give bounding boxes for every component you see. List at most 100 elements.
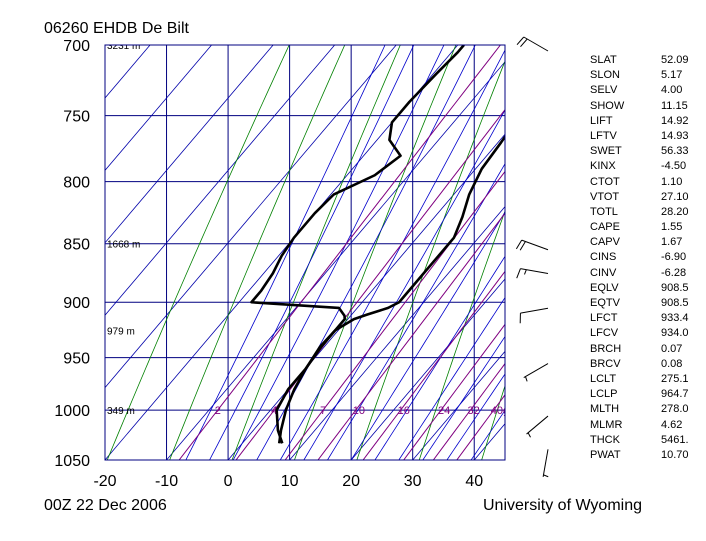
- wind-barb-staff: [520, 268, 549, 275]
- index-row: MLMR 4.62: [590, 418, 706, 433]
- index-row: LIFT 14.92: [590, 114, 706, 129]
- height-label: 1668 m: [107, 240, 140, 251]
- moist-adiabat: [446, 373, 505, 460]
- plot-background: [105, 45, 505, 460]
- y-tick-label: 850: [63, 237, 90, 254]
- index-name: LFCT: [590, 312, 618, 325]
- moist-adiabat: [350, 211, 505, 460]
- index-name: LFTV: [590, 129, 617, 142]
- x-tick-label: 20: [342, 473, 360, 490]
- station-title: 06260 EHDB De Bilt: [44, 20, 190, 37]
- y-tick-label: 900: [63, 295, 90, 312]
- index-value: 964.7: [661, 388, 689, 401]
- mixing-ratio-label: 16: [398, 405, 410, 417]
- index-value: 56.33: [661, 145, 689, 158]
- source-credit: University of Wyoming: [483, 497, 642, 514]
- index-row: BRCH 0.07: [590, 342, 706, 357]
- index-value: 27.10: [661, 190, 689, 203]
- index-row: PWAT 10.70: [590, 448, 706, 463]
- index-value: 28.20: [661, 205, 689, 218]
- index-name: CAPV: [590, 236, 620, 249]
- wind-barb-half: [524, 269, 527, 275]
- index-name: CINV: [590, 266, 617, 279]
- y-tick-label: 950: [63, 351, 90, 368]
- isotherm: [105, 45, 397, 389]
- index-name: LFCV: [590, 327, 619, 340]
- mixing-ratio-line: [317, 212, 505, 460]
- index-name: SLON: [590, 69, 620, 82]
- index-value: 1.10: [661, 175, 683, 188]
- index-value: 278.0: [661, 403, 689, 416]
- index-value: 908.5: [661, 281, 689, 294]
- index-name: KINX: [590, 160, 616, 173]
- index-name: LIFT: [590, 114, 613, 127]
- wind-barb-half: [525, 376, 528, 382]
- isotherm: [289, 205, 505, 460]
- mixing-ratio-label: 40g/kg: [491, 405, 524, 417]
- index-name: CAPE: [590, 221, 620, 234]
- stability-indices: SLAT 52.09 SLON 5.17 SELV 4.00 SHOW 11.15 LIFT 14…: [590, 53, 706, 463]
- index-value: 0.08: [661, 357, 683, 370]
- mixing-ratio-label: 4: [271, 405, 277, 417]
- y-tick-label: 1000: [54, 403, 90, 420]
- moist-adiabat: [303, 109, 505, 460]
- isotherm: [105, 45, 212, 172]
- index-name: BRCH: [590, 342, 622, 355]
- index-value: 908.5: [661, 297, 689, 309]
- wind-barb-flag: [516, 36, 525, 45]
- index-value: 4.00: [661, 84, 683, 97]
- index-value: 14.93: [661, 129, 689, 142]
- dry-adiabat: [418, 210, 505, 460]
- index-name: SLAT: [590, 54, 617, 66]
- plot-frame: [104, 44, 506, 461]
- index-value: 1.67: [661, 236, 683, 249]
- y-tick-label: 750: [63, 109, 90, 126]
- index-name: CTOT: [590, 175, 620, 188]
- index-name: VTOT: [590, 190, 620, 203]
- index-value: 0.07: [661, 342, 683, 355]
- index-name: SELV: [590, 84, 618, 97]
- index-row: VTOT 27.10: [590, 190, 706, 205]
- index-name: EQLV: [590, 281, 619, 294]
- mixing-ratio-line: [284, 170, 505, 460]
- index-row: EQTV 908.5: [590, 296, 706, 311]
- wind-barb-flag: [516, 268, 521, 279]
- x-tick-label: 10: [281, 473, 299, 490]
- index-row: LFCT 933.4: [590, 311, 706, 326]
- wind-barbs: [515, 36, 549, 478]
- index-value: 4.62: [661, 418, 683, 431]
- dry-adiabat: [169, 45, 346, 460]
- index-row: SLAT 52.09: [590, 53, 706, 68]
- index-row: LFTV 14.93: [590, 129, 706, 144]
- index-row: TOTL 28.20: [590, 205, 706, 220]
- isotherm: [105, 45, 335, 316]
- index-row: THCK 5461.: [590, 433, 706, 448]
- x-tick-label: -20: [93, 473, 116, 490]
- index-name: THCK: [590, 433, 620, 446]
- mixing-ratio-label: 7: [320, 405, 326, 417]
- wind-barb-half: [527, 432, 531, 438]
- x-tick-label: 30: [404, 473, 422, 490]
- index-value: 5.17: [661, 69, 683, 82]
- index-row: KINX -4.50: [590, 159, 706, 174]
- index-value: 934.0: [661, 327, 689, 340]
- wind-barb-flag: [520, 38, 528, 47]
- index-row: CINV -6.28: [590, 266, 706, 281]
- y-tick-label: 700: [63, 38, 90, 55]
- wind-barb-staff: [523, 363, 549, 378]
- index-value: 10.70: [661, 448, 689, 461]
- wind-barb-half: [543, 474, 549, 478]
- temperature-axis: -20 -10 0 10 20 30 40: [93, 473, 483, 490]
- dry-adiabat: [231, 45, 401, 460]
- isotherm: [166, 61, 505, 460]
- moist-adiabat: [374, 255, 505, 460]
- mixing-ratio-label: 32: [467, 405, 479, 417]
- index-row: CINS -6.90: [590, 250, 706, 265]
- moist-adiabat: [398, 296, 505, 460]
- moist-adiabat: [327, 163, 505, 460]
- index-value: 1.55: [661, 221, 683, 234]
- isotherm: [0, 45, 27, 460]
- index-name: LCLP: [590, 388, 618, 401]
